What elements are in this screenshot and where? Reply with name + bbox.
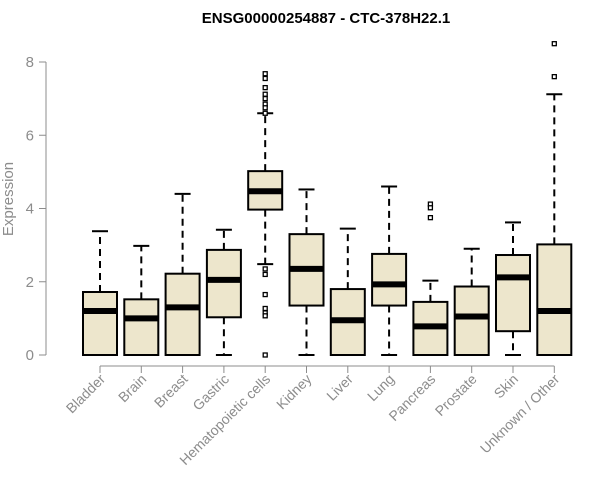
box-group (371, 185, 408, 356)
box-group (123, 244, 160, 356)
x-tick-label: Brain (115, 371, 149, 405)
outlier-point (262, 271, 268, 278)
y-tick-label: 2 (26, 274, 34, 291)
outlier-point (262, 313, 268, 319)
box-group (288, 188, 325, 356)
box-group (495, 221, 531, 356)
box-group (247, 71, 284, 358)
x-tick-label: Liver (323, 371, 356, 404)
box (371, 252, 408, 307)
outlier-point (262, 91, 268, 97)
box (536, 243, 573, 356)
x-tick-label: Kidney (273, 371, 315, 413)
y-axis-label: Expression (0, 162, 17, 236)
box-group (453, 247, 490, 357)
outlier-point (551, 41, 557, 47)
y-tick-label: 0 (26, 347, 34, 364)
outlier-point (262, 71, 268, 77)
x-tick-label: Bladder (63, 371, 109, 417)
x-tick-label: Lung (364, 371, 397, 404)
y-tick-label: 6 (26, 127, 34, 144)
outlier-point (262, 105, 268, 111)
box-group (329, 227, 366, 357)
outlier-point (551, 74, 557, 80)
box (123, 298, 160, 356)
box (164, 272, 201, 357)
box-group (164, 192, 201, 357)
box (495, 254, 531, 333)
plot-area (82, 41, 573, 358)
outlier-point (427, 215, 434, 221)
outlier-point (262, 75, 268, 82)
outlier-point (262, 110, 268, 116)
box (205, 248, 242, 319)
y-tick-label: 4 (26, 201, 34, 218)
box (453, 285, 490, 357)
box-group (205, 228, 242, 356)
x-tick-label: Prostate (432, 371, 480, 419)
y-tick-label: 8 (26, 54, 34, 71)
outlier-point (262, 84, 268, 91)
box-group (412, 201, 449, 356)
x-tick-label: Breast (151, 371, 191, 411)
outlier-point (262, 266, 268, 272)
outlier-point (262, 95, 268, 102)
outlier-point (262, 352, 268, 358)
chart-title: ENSG00000254887 - CTC-378H22.1 (202, 10, 450, 27)
x-tick-label: Skin (491, 371, 522, 402)
box-group (82, 230, 118, 357)
box-group (536, 41, 573, 356)
outlier-point (262, 305, 268, 312)
box (82, 291, 118, 357)
outlier-point (262, 291, 268, 298)
outlier-point (427, 205, 434, 211)
